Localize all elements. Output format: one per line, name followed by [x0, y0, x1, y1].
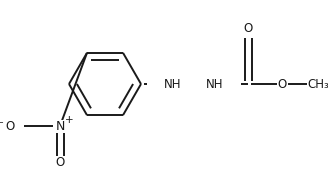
Text: NH: NH	[164, 77, 182, 90]
Text: O: O	[55, 156, 65, 169]
Text: +: +	[65, 115, 73, 125]
Text: CH₃: CH₃	[307, 77, 328, 90]
Text: $^-$O: $^-$O	[0, 119, 16, 132]
Text: O: O	[243, 22, 253, 35]
Text: N: N	[55, 119, 65, 132]
Text: NH: NH	[206, 77, 224, 90]
Text: O: O	[277, 77, 287, 90]
